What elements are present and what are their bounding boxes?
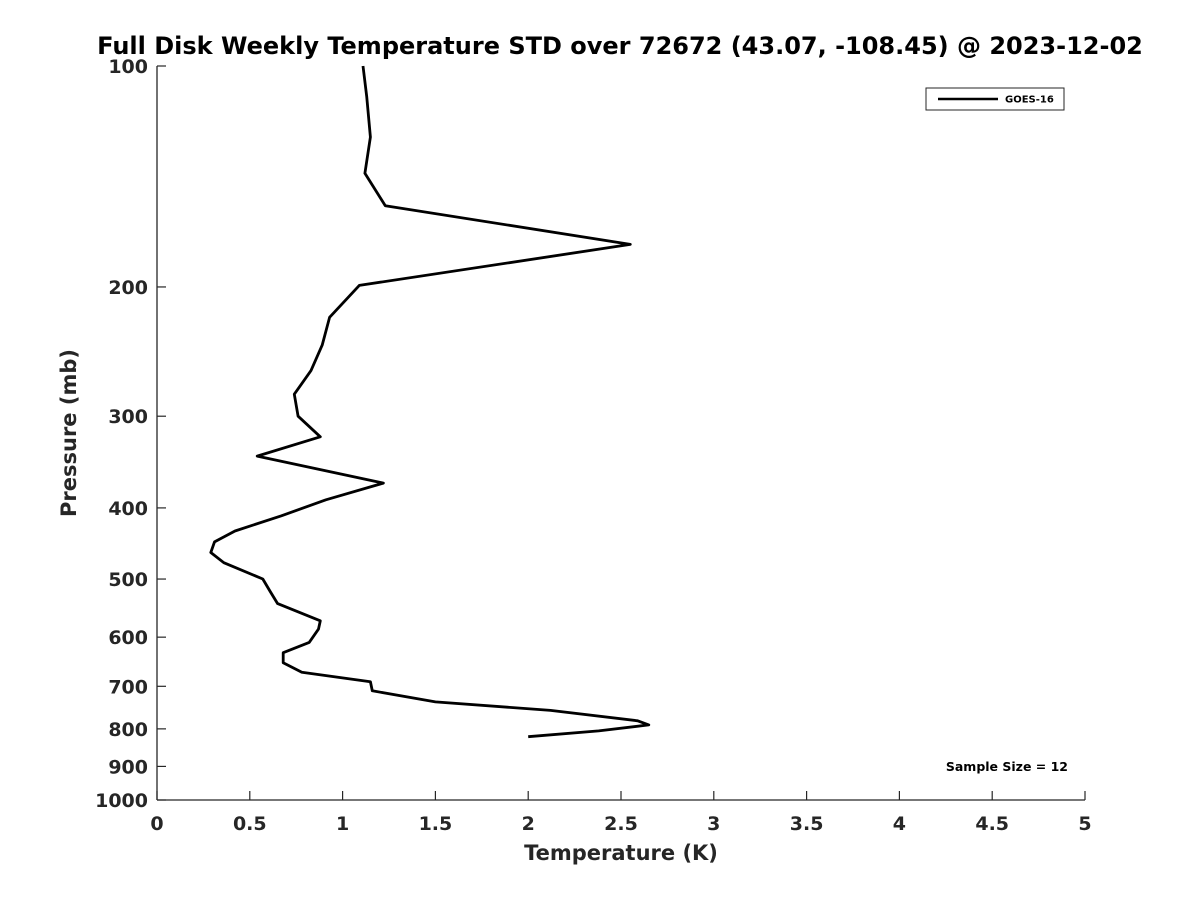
legend: GOES-16 xyxy=(925,87,1065,111)
y-tick-label: 800 xyxy=(108,719,148,741)
x-tick-label: 0 xyxy=(150,813,163,835)
chart-title: Full Disk Weekly Temperature STD over 72… xyxy=(97,32,1143,60)
y-tick-label: 200 xyxy=(108,277,148,299)
y-tick-label: 500 xyxy=(108,569,148,591)
y-tick-label: 400 xyxy=(108,498,148,520)
x-tick-label: 0.5 xyxy=(233,813,267,835)
y-tick-label: 900 xyxy=(108,756,148,778)
x-tick-label: 3 xyxy=(707,813,720,835)
y-tick-label: 300 xyxy=(108,406,148,428)
x-ticks: 0 0.5 1 1.5 2 2.5 3 3.5 4 4.5 5 xyxy=(150,791,1092,835)
x-tick-label: 1 xyxy=(336,813,349,835)
x-tick-label: 2.5 xyxy=(604,813,638,835)
sample-size-annotation: Sample Size = 12 xyxy=(946,759,1068,774)
x-tick-label: 1.5 xyxy=(419,813,453,835)
x-tick-label: 4 xyxy=(893,813,906,835)
legend-label-goes-16: GOES-16 xyxy=(1005,95,1054,106)
series-layer xyxy=(209,65,651,739)
y-tick-label: 100 xyxy=(108,56,148,78)
y-axis-label: Pressure (mb) xyxy=(57,349,81,517)
x-axis-label: Temperature (K) xyxy=(524,841,718,865)
x-tick-label: 4.5 xyxy=(975,813,1009,835)
series-line-goes-16 xyxy=(209,65,651,739)
y-ticks: 100 200 300 400 500 600 700 800 900 1000 xyxy=(95,56,166,812)
x-tick-label: 3.5 xyxy=(790,813,824,835)
y-tick-label: 1000 xyxy=(95,790,148,812)
x-tick-label: 2 xyxy=(522,813,535,835)
y-tick-label: 600 xyxy=(108,627,148,649)
y-tick-label: 700 xyxy=(108,676,148,698)
axes xyxy=(156,66,1085,801)
x-tick-label: 5 xyxy=(1078,813,1091,835)
